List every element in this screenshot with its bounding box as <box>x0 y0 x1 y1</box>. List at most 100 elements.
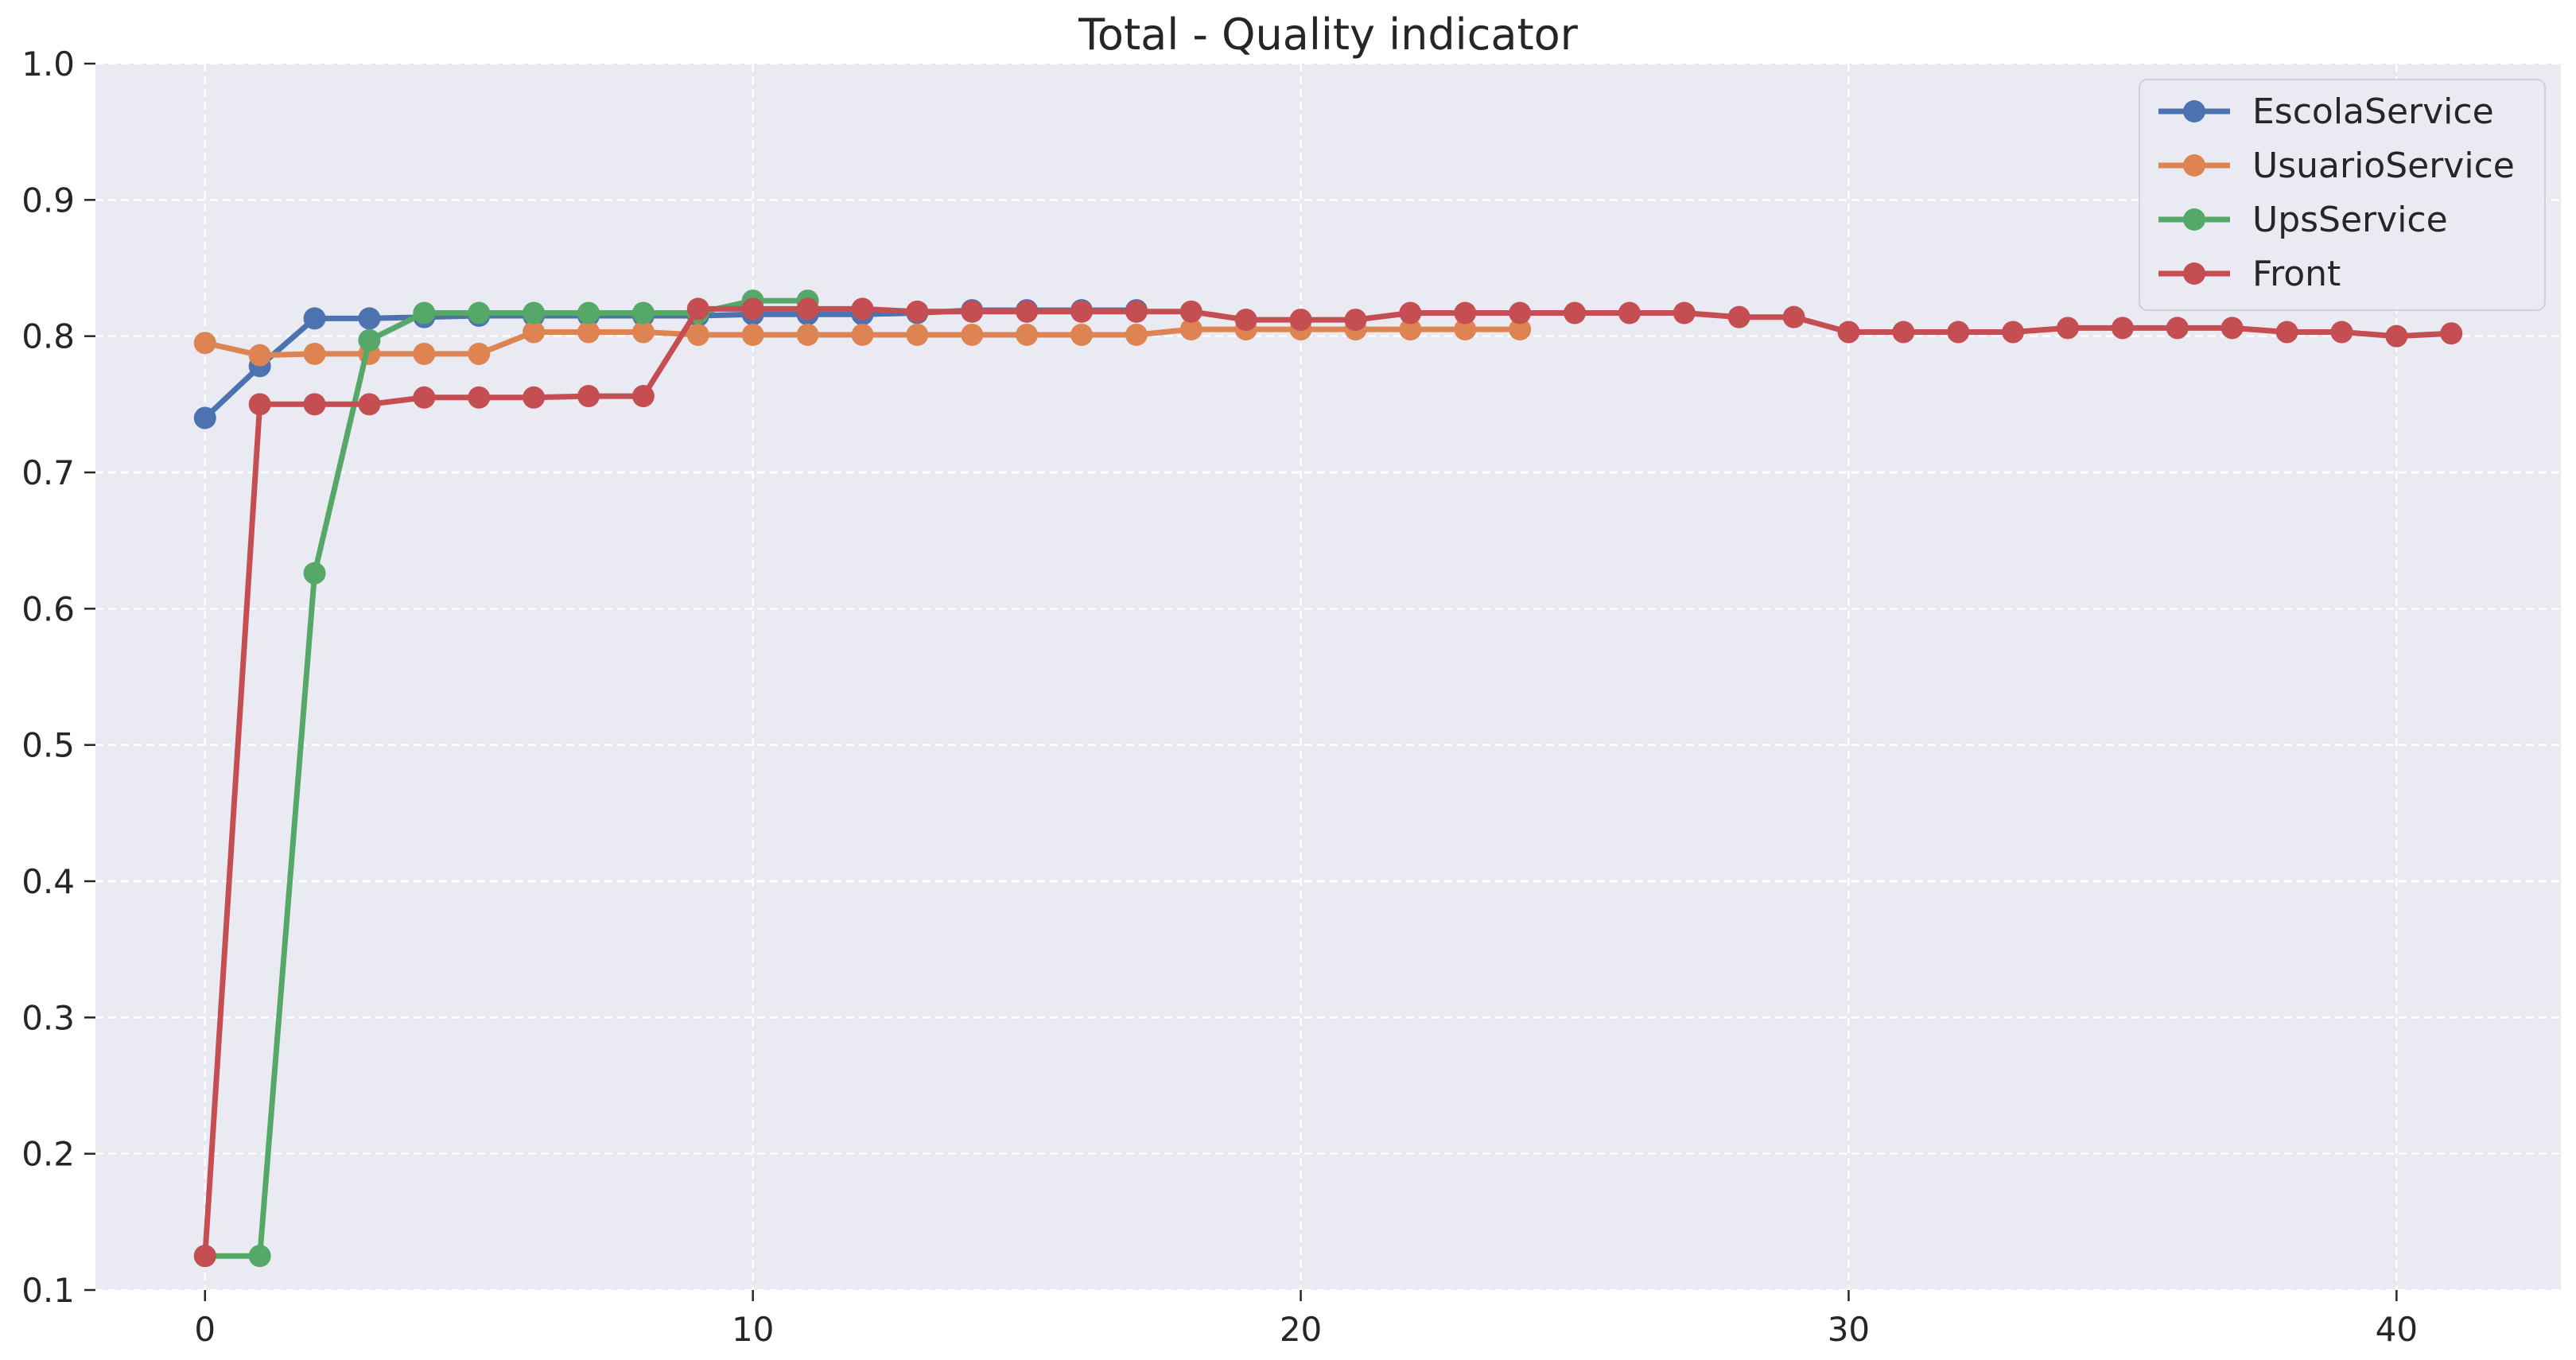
data-point <box>468 301 491 324</box>
data-point <box>906 323 929 346</box>
data-point <box>468 386 491 409</box>
data-point <box>248 1245 271 1268</box>
x-tick-label: 0 <box>194 1310 216 1349</box>
data-point <box>2166 317 2189 340</box>
data-point <box>1564 301 1586 324</box>
data-point <box>906 300 929 323</box>
data-point <box>796 323 819 346</box>
y-tick-label: 0.5 <box>21 726 75 765</box>
data-point <box>1344 309 1367 332</box>
data-point <box>193 332 216 355</box>
data-point <box>413 342 436 365</box>
data-point <box>631 385 655 408</box>
y-tick-label: 0.1 <box>21 1271 75 1310</box>
y-tick-label: 0.9 <box>21 181 75 220</box>
data-point <box>961 323 984 346</box>
legend-label: UpsService <box>2252 200 2448 240</box>
y-tick-label: 0.3 <box>21 998 75 1037</box>
data-point <box>523 386 546 409</box>
data-point <box>577 385 600 408</box>
data-point <box>1892 321 1915 344</box>
data-point <box>1016 323 1039 346</box>
data-point <box>1782 305 1805 328</box>
y-tick-label: 1.0 <box>21 45 75 84</box>
data-point <box>358 307 381 330</box>
x-tick-label: 10 <box>732 1310 774 1349</box>
data-point <box>2385 324 2408 348</box>
data-point <box>961 300 984 323</box>
data-point <box>1016 300 1039 323</box>
data-point <box>193 1245 216 1268</box>
data-point <box>193 406 216 429</box>
data-point <box>2057 317 2079 340</box>
data-point <box>248 393 271 416</box>
data-point <box>1837 321 1860 344</box>
data-point <box>851 323 874 346</box>
data-point <box>303 561 326 585</box>
data-point <box>2002 321 2025 344</box>
data-point <box>741 323 764 346</box>
legend-label: Front <box>2252 254 2341 294</box>
legend-box <box>2139 79 2546 311</box>
data-point <box>1947 321 1970 344</box>
data-point <box>577 321 600 344</box>
y-tick-label: 0.7 <box>21 453 75 492</box>
legend-label: EscolaService <box>2252 91 2494 132</box>
data-point <box>1454 318 1477 341</box>
data-point <box>523 321 546 344</box>
data-point <box>796 297 819 321</box>
data-point <box>248 344 271 367</box>
y-tick-label: 0.6 <box>21 589 75 628</box>
data-point <box>686 323 709 346</box>
data-point <box>468 342 491 365</box>
data-point <box>2275 321 2298 344</box>
series-front <box>193 297 2463 1268</box>
data-point <box>523 301 546 324</box>
data-point <box>1399 301 1422 324</box>
x-tick-label: 30 <box>1828 1310 1870 1349</box>
data-point <box>1618 301 1641 324</box>
data-point <box>2111 317 2134 340</box>
data-point <box>1234 309 1257 332</box>
legend-swatch-marker <box>2183 154 2205 177</box>
data-point <box>1727 305 1750 328</box>
y-tick-label: 0.8 <box>21 317 75 356</box>
y-tick-label: 0.2 <box>21 1135 75 1174</box>
data-point <box>1509 318 1532 341</box>
y-tick-label: 0.4 <box>21 862 75 901</box>
data-point <box>1179 300 1203 323</box>
data-point <box>1179 318 1203 341</box>
data-point <box>631 301 655 324</box>
data-point <box>413 386 436 409</box>
data-point <box>1289 309 1312 332</box>
data-point <box>2440 322 2463 345</box>
data-point <box>577 301 600 324</box>
legend: EscolaService UsuarioService UpsService Fro… <box>2139 79 2546 311</box>
data-point <box>303 393 326 416</box>
data-point <box>1125 300 1148 323</box>
data-point <box>1070 300 1093 323</box>
data-point <box>2330 321 2353 344</box>
data-point <box>631 321 655 344</box>
legend-swatch-marker <box>2183 208 2205 231</box>
legend-swatch-marker <box>2183 100 2205 122</box>
axis-ticks: 0.1 0.2 0.3 0.4 0.5 0.6 0.7 0.8 0.9 1.0 0 10 20 30 40 <box>21 45 2418 1349</box>
x-tick-label: 40 <box>2376 1310 2418 1349</box>
data-point <box>358 328 381 352</box>
data-point <box>851 297 874 321</box>
data-point <box>1673 301 1696 324</box>
data-point <box>303 342 326 365</box>
legend-label: UsuarioService <box>2252 146 2515 186</box>
data-point <box>1454 301 1477 324</box>
data-point <box>1399 318 1422 341</box>
data-point <box>1070 323 1093 346</box>
series-group <box>193 289 2463 1268</box>
legend-swatch-marker <box>2183 262 2205 285</box>
data-point <box>2220 317 2244 340</box>
data-point <box>303 307 326 330</box>
chart-title: Total - Quality indicator <box>1078 10 1579 60</box>
data-point <box>1125 323 1148 346</box>
data-point <box>686 297 709 321</box>
data-point <box>1509 301 1532 324</box>
